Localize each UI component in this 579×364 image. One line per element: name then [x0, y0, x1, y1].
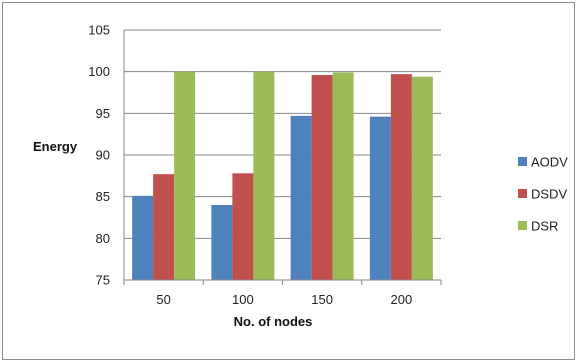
x-tick-labels: 50 100 150 200: [156, 292, 412, 307]
bar-aodv-200: [369, 116, 391, 281]
legend-swatch-dsdv: [518, 189, 527, 198]
bar-dsr-50: [174, 71, 196, 281]
bar-dsr-100: [253, 71, 275, 281]
legend-label-dsdv: DSDV: [531, 187, 567, 202]
x-tick-label: 200: [391, 292, 413, 307]
y-tick-label: 80: [96, 231, 110, 246]
bars: [132, 71, 433, 281]
x-tick-label: 100: [232, 292, 254, 307]
bar-dsdv-100: [232, 173, 254, 280]
bar-dsdv-50: [153, 174, 175, 280]
legend-swatch-dsr: [518, 221, 527, 230]
legend: AODV DSDV DSR: [518, 155, 568, 234]
y-tick-label: 95: [96, 106, 110, 121]
bar-dsr-200: [411, 76, 433, 281]
y-tick-label: 85: [96, 189, 110, 204]
chart-frame: [2, 2, 575, 360]
bar-aodv-50: [132, 195, 154, 280]
legend-swatch-aodv: [518, 157, 527, 166]
y-tick-label: 100: [88, 64, 110, 79]
bar-aodv-100: [211, 205, 233, 280]
bar-dsdv-150: [311, 75, 333, 280]
bar-dsr-150: [332, 72, 354, 280]
x-tick-label: 150: [311, 292, 333, 307]
y-axis-title: Energy: [33, 139, 78, 154]
legend-label-dsr: DSR: [531, 219, 558, 234]
legend-label-aodv: AODV: [531, 155, 568, 170]
x-tick-label: 50: [156, 292, 170, 307]
axes: [123, 30, 442, 285]
x-axis-title: No. of nodes: [234, 314, 313, 329]
y-tick-labels: 75 80 85 90 95 100 105: [88, 23, 110, 288]
y-tick-label: 105: [88, 23, 110, 38]
y-tick-label: 90: [96, 148, 110, 163]
bar-aodv-150: [290, 115, 312, 280]
bar-dsdv-200: [390, 74, 412, 281]
y-tick-label: 75: [96, 273, 110, 288]
